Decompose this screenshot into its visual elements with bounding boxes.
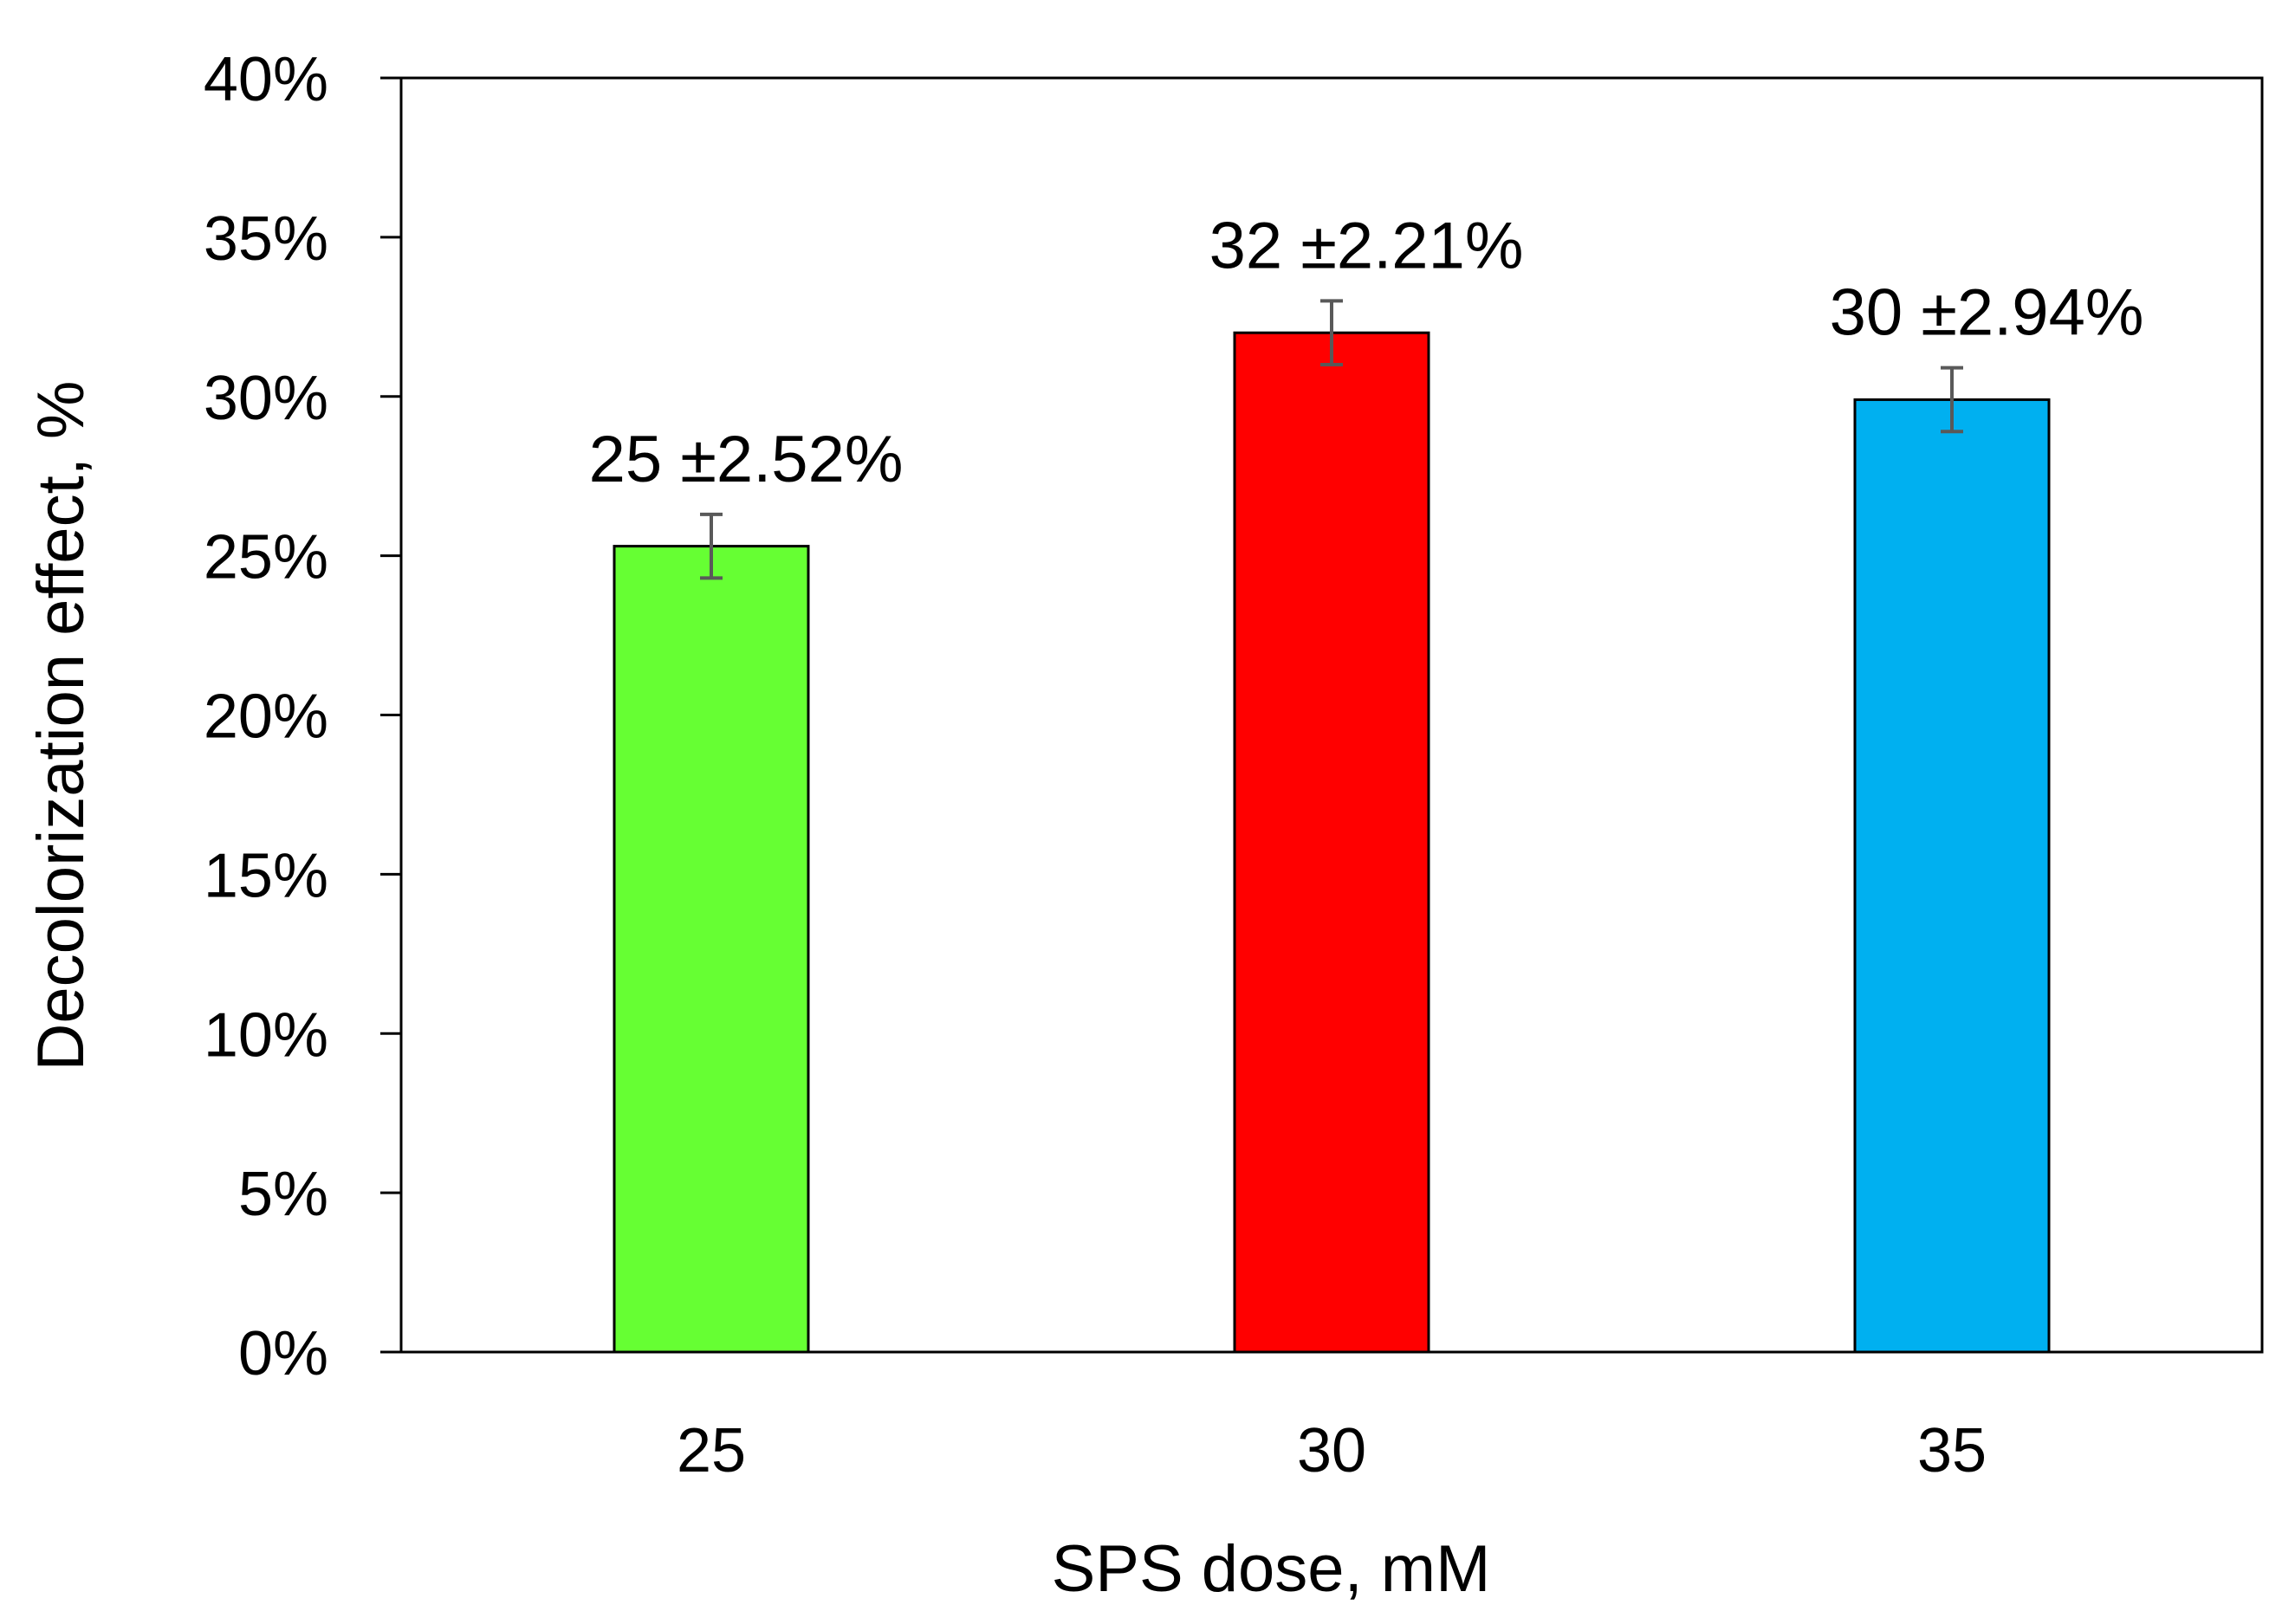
bar-35 <box>1853 398 2051 1354</box>
data-label: 32 ±2.21% <box>1209 209 1524 282</box>
data-label: 25 ±2.52% <box>589 423 904 496</box>
bar-25 <box>613 545 810 1354</box>
y-tick-label: 15% <box>204 841 328 910</box>
y-tick-label: 20% <box>204 683 328 752</box>
error-bars <box>700 299 1963 580</box>
y-axis: 0% 5% 10% 15% 20% 25% 30% 35% 40% <box>204 45 401 1388</box>
x-axis: 25 30 35 <box>677 1416 1987 1485</box>
y-axis-title: Decolorization effect, % <box>24 381 98 1071</box>
x-tick-label: 25 <box>677 1416 746 1485</box>
x-axis-title: SPS dose, mM <box>1052 1532 1491 1606</box>
y-tick-label: 30% <box>204 364 328 433</box>
x-tick-label: 35 <box>1917 1416 1987 1485</box>
y-tick-label: 35% <box>204 204 328 274</box>
data-label: 30 ±2.94% <box>1830 276 2144 350</box>
data-labels: 25 ±2.52% 32 ±2.21% 30 ±2.94% <box>589 209 2144 495</box>
x-tick-label: 30 <box>1297 1416 1366 1485</box>
y-tick-label: 10% <box>204 1000 328 1070</box>
y-tick-label: 0% <box>238 1319 328 1388</box>
y-tick-label: 5% <box>238 1160 328 1229</box>
y-tick-label: 25% <box>204 523 328 592</box>
bar-30 <box>1233 331 1430 1354</box>
y-tick-label: 40% <box>204 45 328 114</box>
